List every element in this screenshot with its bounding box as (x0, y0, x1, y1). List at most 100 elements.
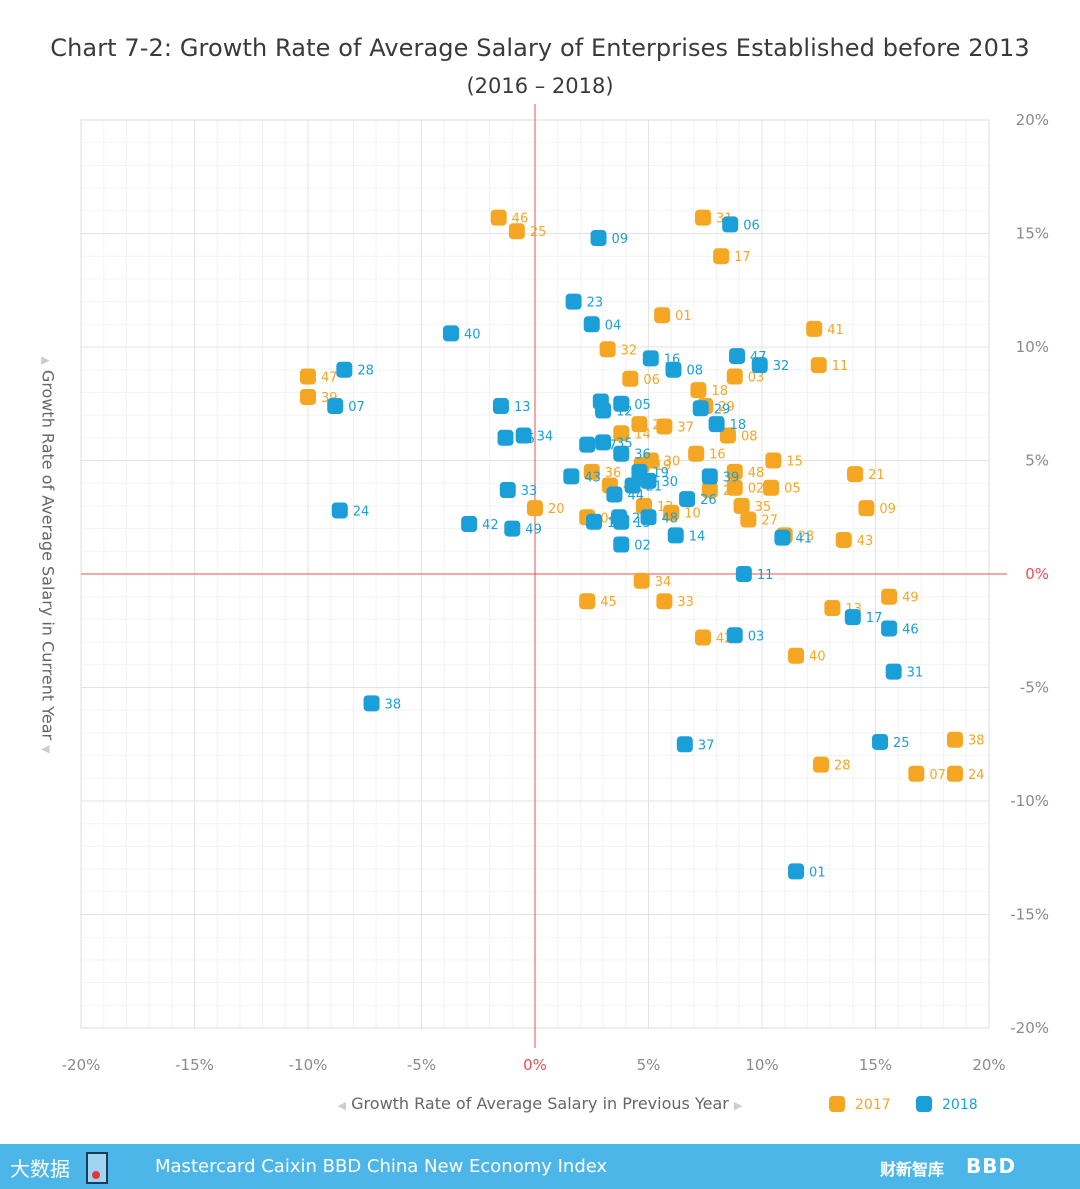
point-2017-20 (527, 500, 543, 517)
point-2017-34 (633, 572, 650, 589)
y-tick-label: 15% (1016, 225, 1049, 243)
point-label-2018-38: 38 (385, 697, 402, 712)
point-2018-09 (590, 230, 607, 247)
point-2018-02 (613, 536, 630, 553)
point-2018-24 (331, 502, 348, 519)
point-label-2017-01: 01 (675, 309, 692, 324)
zero-axes (81, 104, 1007, 1048)
point-label-2017-02: 02 (748, 482, 765, 497)
point-label-2018-40: 40 (464, 327, 481, 342)
legend-label-2018: 2018 (942, 1097, 978, 1113)
point-2017-03 (726, 368, 743, 385)
point-2017-43 (835, 531, 852, 548)
point-2017-08 (719, 427, 736, 444)
point-2018-38 (363, 695, 380, 712)
x-tick-label: -15% (175, 1056, 214, 1074)
point-2017-31 (694, 209, 711, 226)
footer-brand-logo: 大数据 (10, 1157, 70, 1181)
point-2018-39 (701, 468, 718, 485)
bbd-logo: BBD (966, 1154, 1017, 1178)
point-label-2017-16: 16 (709, 448, 726, 463)
point-2018-03 (726, 627, 743, 644)
x-axis-label: ◀ Growth Rate of Average Salary in Previ… (320, 1094, 760, 1113)
x-tick-label: 15% (859, 1056, 892, 1074)
point-label-2017-24: 24 (968, 768, 985, 783)
point-2017-10 (663, 504, 680, 521)
point-label-2017-10: 10 (684, 507, 701, 522)
down-arrow-icon: ▼ (39, 745, 53, 754)
point-2018-27 (579, 436, 596, 453)
point-2018-48 (640, 509, 657, 526)
point-label-2017-21: 21 (868, 468, 885, 483)
point-2018-47 (729, 348, 746, 365)
x-tick-label: 0% (523, 1056, 547, 1074)
point-label-2017-11: 11 (832, 359, 849, 374)
point-2018-15 (613, 513, 630, 530)
point-label-2018-30: 30 (662, 475, 679, 490)
legend-label-2017: 2017 (855, 1097, 891, 1113)
point-label-2017-30: 30 (664, 455, 681, 470)
x-tick-label: -20% (62, 1056, 101, 1074)
x-tick-label: -5% (407, 1056, 436, 1074)
point-2018-13 (492, 398, 509, 415)
point-label-2018-32: 32 (773, 359, 790, 374)
chart-subtitle: (2016 – 2018) (466, 74, 614, 98)
legend-item-2017: 2017 (829, 1096, 891, 1113)
footer-title: Mastercard Caixin BBD China New Economy … (155, 1156, 608, 1177)
point-label-2018-41: 41 (795, 532, 812, 547)
y-tick-label: 0% (1025, 565, 1049, 583)
point-label-2018-43: 43 (584, 470, 601, 485)
point-2017-27 (740, 511, 757, 528)
point-2018-36 (613, 445, 630, 462)
point-2017-01 (654, 307, 671, 324)
point-label-2018-11: 11 (757, 568, 774, 583)
point-2018-05 (613, 395, 630, 412)
x-tick-label: 20% (972, 1056, 1005, 1074)
point-label-2017-14: 14 (634, 427, 651, 442)
point-2018-01 (788, 863, 805, 880)
chart-title: Chart 7-2: Growth Rate of Average Salary… (50, 34, 1030, 62)
point-label-2017-08: 08 (741, 430, 758, 445)
point-label-2018-18: 18 (730, 418, 747, 433)
point-2018-49 (504, 520, 521, 537)
point-label-2018-09: 09 (612, 232, 629, 247)
point-2018-12 (595, 402, 612, 419)
point-2017-18 (690, 382, 707, 399)
point-2018-10 (586, 513, 603, 530)
point-2018-17 (844, 609, 861, 626)
point-label-2018-44: 44 (627, 489, 644, 504)
point-label-2018-49: 49 (525, 523, 542, 538)
point-2018-34 (515, 427, 532, 444)
point-label-2018-42: 42 (482, 518, 499, 533)
point-label-2017-49: 49 (902, 591, 919, 606)
point-label-2018-13: 13 (514, 400, 531, 415)
point-2017-13 (824, 600, 841, 617)
point-label-2018-39: 39 (723, 470, 740, 485)
point-2018-23 (565, 293, 582, 310)
point-label-2017-05: 05 (784, 482, 801, 497)
y-tick-label: -10% (1010, 792, 1049, 810)
point-2017-11 (810, 357, 827, 374)
x-tick-label: 5% (637, 1056, 661, 1074)
point-2018-06 (722, 216, 739, 233)
point-label-2018-36: 36 (634, 448, 651, 463)
point-2017-26 (631, 416, 648, 433)
point-2018-37 (676, 736, 693, 753)
point-2017-22 (701, 482, 718, 499)
point-2018-16 (642, 350, 659, 367)
y-tick-labels: 20% 15% 10% 5% 0% -5% -10% -15% -20% (1010, 111, 1049, 1037)
x-axis-title: Growth Rate of Average Salary in Previou… (351, 1094, 729, 1113)
point-2018-41 (774, 529, 791, 546)
point-2017-24 (946, 765, 963, 782)
point-2017-05 (763, 479, 780, 496)
y-tick-label: -20% (1010, 1019, 1049, 1037)
point-label-2017-15: 15 (786, 455, 803, 470)
point-label-2017-19: 19 (655, 459, 672, 474)
point-2017-28 (813, 756, 830, 773)
point-label-2017-18: 18 (711, 384, 728, 399)
point-label-2018-05: 05 (634, 398, 651, 413)
point-2018-14 (667, 527, 684, 544)
legend-swatch-2017 (829, 1096, 845, 1112)
point-label-2018-07: 07 (348, 400, 365, 415)
point-2017-40 (788, 647, 805, 664)
